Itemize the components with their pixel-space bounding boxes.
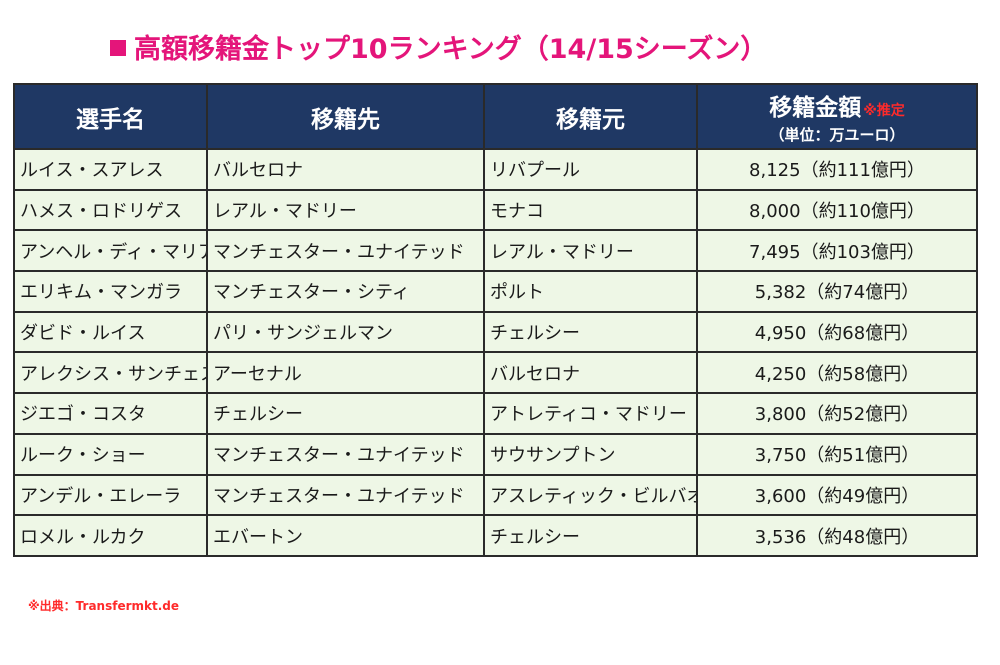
cell-fee: 3,750（約51億円） xyxy=(696,432,978,476)
table-row: ロメル・ルカク エバートン チェルシー 3,536（約48億円） xyxy=(13,514,978,557)
source-note: ※出典：Transfermkt.de xyxy=(28,599,180,613)
cell-to: マンチェスター・ユナイテッド xyxy=(206,473,485,517)
cell-player: ハメス・ロドリゲス xyxy=(13,188,208,232)
cell-from: アトレティコ・マドリー xyxy=(483,392,698,435)
header-from: 移籍元 xyxy=(483,83,698,150)
cell-to: マンチェスター・ユナイテッド xyxy=(206,432,485,476)
cell-from: リバプール xyxy=(483,148,698,191)
table-row: ハメス・ロドリゲス レアル・マドリー モナコ 8,000（約110億円） xyxy=(13,188,978,232)
transfer-ranking-table: 選手名 移籍先 移籍元 移籍金額 ※推定 （単位：万ユーロ） ルイス・スアレス バ… xyxy=(13,83,978,557)
table-row: ルーク・ショー マンチェスター・ユナイテッド サウサンプトン 3,750（約51… xyxy=(13,432,978,476)
header-fee: 移籍金額 ※推定 （単位：万ユーロ） xyxy=(696,83,978,150)
table-row: アンヘル・ディ・マリア マンチェスター・ユナイテッド レアル・マドリー 7,49… xyxy=(13,229,978,273)
table-row: アンデル・エレーラ マンチェスター・ユナイテッド アスレティック・ビルバオ 3,… xyxy=(13,473,978,517)
cell-fee: 8,000（約110億円） xyxy=(696,188,978,232)
header-fee-unit: （単位：万ユーロ） xyxy=(769,126,905,144)
cell-from: サウサンプトン xyxy=(483,432,698,476)
table-row: ルイス・スアレス バルセロナ リバプール 8,125（約111億円） xyxy=(13,148,978,191)
cell-from: チェルシー xyxy=(483,310,698,354)
cell-to: パリ・サンジェルマン xyxy=(206,310,485,354)
cell-player: アレクシス・サンチェス xyxy=(13,351,208,395)
cell-fee: 7,495（約103億円） xyxy=(696,229,978,273)
cell-to: エバートン xyxy=(206,514,485,557)
cell-from: ポルト xyxy=(483,270,698,313)
cell-from: モナコ xyxy=(483,188,698,232)
cell-fee: 8,125（約111億円） xyxy=(696,148,978,191)
cell-to: マンチェスター・シティ xyxy=(206,270,485,313)
table-row: ダビド・ルイス パリ・サンジェルマン チェルシー 4,950（約68億円） xyxy=(13,310,978,354)
cell-from: バルセロナ xyxy=(483,351,698,395)
cell-player: ロメル・ルカク xyxy=(13,514,208,557)
table-header-row: 選手名 移籍先 移籍元 移籍金額 ※推定 （単位：万ユーロ） xyxy=(13,83,978,150)
cell-fee: 4,950（約68億円） xyxy=(696,310,978,354)
page-title-text: 高額移籍金トップ10ランキング（14/15シーズン） xyxy=(134,34,768,65)
cell-fee: 3,600（約49億円） xyxy=(696,473,978,517)
square-bullet-icon xyxy=(110,40,126,56)
cell-player: ジエゴ・コスタ xyxy=(13,392,208,435)
header-fee-label: 移籍金額 xyxy=(769,95,862,121)
cell-from: レアル・マドリー xyxy=(483,229,698,273)
cell-to: マンチェスター・ユナイテッド xyxy=(206,229,485,273)
header-player: 選手名 xyxy=(13,83,208,150)
cell-fee: 3,536（約48億円） xyxy=(696,514,978,557)
cell-to: チェルシー xyxy=(206,392,485,435)
cell-to: レアル・マドリー xyxy=(206,188,485,232)
page-title: 高額移籍金トップ10ランキング（14/15シーズン） xyxy=(110,30,767,70)
table-row: ジエゴ・コスタ チェルシー アトレティコ・マドリー 3,800（約52億円） xyxy=(13,392,978,435)
cell-player: ダビド・ルイス xyxy=(13,310,208,354)
cell-from: チェルシー xyxy=(483,514,698,557)
cell-fee: 3,800（約52億円） xyxy=(696,392,978,435)
cell-fee: 4,250（約58億円） xyxy=(696,351,978,395)
cell-to: アーセナル xyxy=(206,351,485,395)
cell-player: アンデル・エレーラ xyxy=(13,473,208,517)
table-row: エリキム・マンガラ マンチェスター・シティ ポルト 5,382（約74億円） xyxy=(13,270,978,313)
cell-player: ルーク・ショー xyxy=(13,432,208,476)
cell-from: アスレティック・ビルバオ xyxy=(483,473,698,517)
cell-player: ルイス・スアレス xyxy=(13,148,208,191)
table-row: アレクシス・サンチェス アーセナル バルセロナ 4,250（約58億円） xyxy=(13,351,978,395)
cell-player: アンヘル・ディ・マリア xyxy=(13,229,208,273)
header-to: 移籍先 xyxy=(206,83,485,150)
cell-player: エリキム・マンガラ xyxy=(13,270,208,313)
header-fee-note: ※推定 xyxy=(863,103,905,119)
cell-fee: 5,382（約74億円） xyxy=(696,270,978,313)
cell-to: バルセロナ xyxy=(206,148,485,191)
